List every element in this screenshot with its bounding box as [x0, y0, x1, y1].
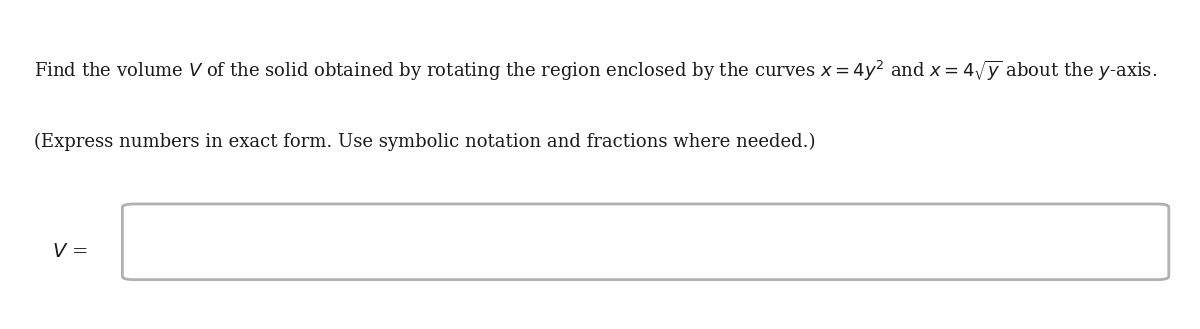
Text: Find the volume $V$ of the solid obtained by rotating the region enclosed by the: Find the volume $V$ of the solid obtaine…: [34, 59, 1157, 84]
Text: (Express numbers in exact form. Use symbolic notation and fractions where needed: (Express numbers in exact form. Use symb…: [34, 133, 815, 151]
Text: $V$ =: $V$ =: [52, 243, 88, 261]
FancyBboxPatch shape: [122, 204, 1169, 280]
